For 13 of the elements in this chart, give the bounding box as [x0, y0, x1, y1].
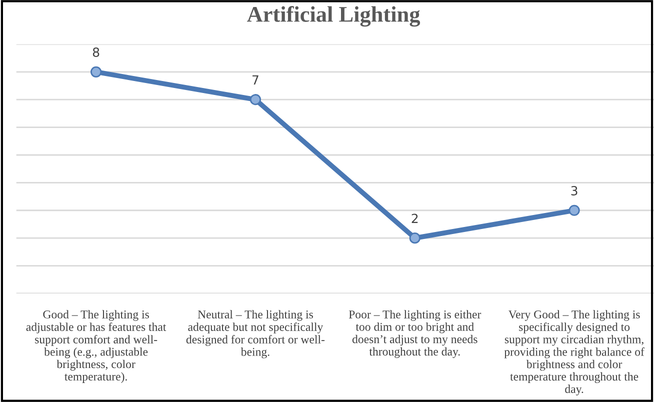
data-label: 2 — [412, 214, 418, 223]
x-tick-label: Poor – The lighting is either too dim or too bright and doesn’t adjust to my needs throughout the day. — [348, 310, 482, 358]
x-tick-label: Neutral – The lighting is adequate but not specifically designed for comfort or well- being. — [186, 310, 325, 358]
x-tick-label: Very Good – The lighting is specifically designed to support my circadian rhythm, providing the right balance of brightness and color temperature throughout the day. — [504, 310, 644, 396]
chart-title: Artificial Lighting — [247, 6, 420, 27]
point — [250, 94, 262, 106]
data-label: 8 — [92, 48, 100, 57]
point — [90, 66, 102, 78]
point — [409, 232, 420, 244]
data-label: 3 — [571, 186, 578, 196]
x-tick-label: Good – The lighting is adjustable or has features that support comfort and well- being (e.g., adjustable brightness, color temperature). — [26, 310, 166, 383]
point — [568, 204, 580, 216]
data-label: 7 — [252, 75, 258, 85]
